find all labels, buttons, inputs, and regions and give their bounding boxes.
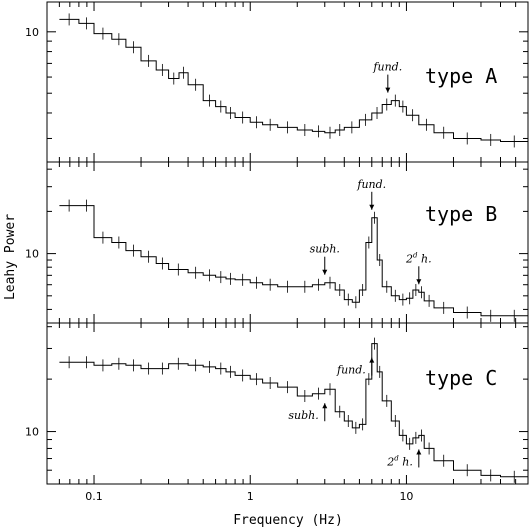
annotation-arrowhead <box>416 279 422 285</box>
x-axis-title: Frequency (Hz) <box>233 513 343 528</box>
annotation-label: fund. <box>336 364 366 377</box>
annotation-arrowhead <box>416 449 422 455</box>
annotation-arrowhead <box>369 204 375 210</box>
annotation: subh. <box>310 243 340 275</box>
annotation-arrowhead <box>385 87 391 93</box>
y-tick-label: 10 <box>25 248 39 261</box>
panel-frame <box>46 322 529 485</box>
y-tick-label: 10 <box>25 426 39 439</box>
spectrum-line <box>59 205 529 317</box>
annotation: fund. <box>372 61 402 93</box>
annotation-label: subh. <box>288 409 318 422</box>
panels-layer: 10 type A fund. 10 type B fund. subh. 2d h. 10 ty… <box>25 1 529 485</box>
annotation-arrowhead <box>322 269 328 275</box>
x-tick-label: 1 <box>247 490 254 503</box>
y-axis-title: Leahy Power <box>3 214 18 300</box>
annotation-label: 2d h. <box>405 251 432 265</box>
panel-type-label: type A <box>425 64 497 88</box>
annotation-label: 2d h. <box>386 454 413 468</box>
annotation: fund. <box>356 178 386 210</box>
annotation-label: fund. <box>372 61 402 74</box>
annotation: 2d h. <box>386 449 422 468</box>
panel-1: 10 type A fund. <box>25 1 529 163</box>
panel-type-label: type C <box>425 366 497 390</box>
annotation: fund. <box>336 357 375 377</box>
annotation-label: fund. <box>356 178 386 191</box>
spectrum-line <box>59 343 528 478</box>
x-tick-labels: 0.1 1 10 <box>85 490 413 503</box>
y-tick-label: 10 <box>25 26 39 39</box>
annotation-arrowhead <box>369 357 375 363</box>
annotation: subh. <box>288 403 328 422</box>
panel-type-label: type B <box>425 202 497 226</box>
panel-2: 10 type B fund. subh. 2d h. <box>25 161 529 324</box>
x-tick-label: 10 <box>399 490 413 503</box>
annotation-arrowhead <box>322 403 328 409</box>
x-tick-label: 0.1 <box>85 490 103 503</box>
annotation-label: subh. <box>310 243 340 256</box>
panel-3: 10 type C fund. subh. 2d h. <box>25 322 529 485</box>
annotation: 2d h. <box>405 251 432 285</box>
